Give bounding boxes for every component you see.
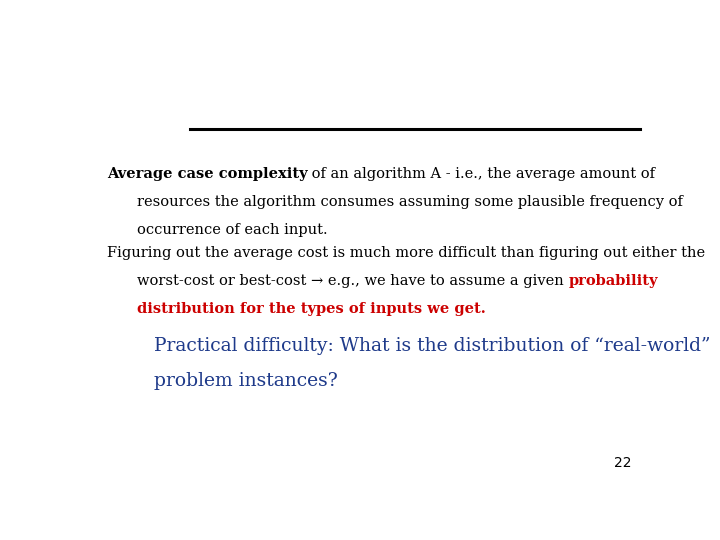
Text: worst-cost or best-cost → e.g., we have to assume a given: worst-cost or best-cost → e.g., we have …	[138, 274, 569, 288]
Text: resources the algorithm consumes assuming some plausible frequency of: resources the algorithm consumes assumin…	[138, 195, 683, 209]
Text: of an algorithm A - i.e., the average amount of: of an algorithm A - i.e., the average am…	[307, 167, 655, 181]
Text: Figuring out the average cost is much more difficult than figuring out either th: Figuring out the average cost is much mo…	[107, 246, 705, 260]
Text: 22: 22	[613, 456, 631, 470]
Text: probability: probability	[569, 274, 658, 288]
Text: problem instances?: problem instances?	[154, 373, 338, 390]
Text: Practical difficulty: What is the distribution of “real-world”: Practical difficulty: What is the distri…	[154, 337, 711, 355]
Text: distribution for the types of inputs we get.: distribution for the types of inputs we …	[138, 302, 486, 316]
Text: Average case complexity: Average case complexity	[107, 167, 307, 181]
Text: occurrence of each input.: occurrence of each input.	[138, 223, 328, 237]
